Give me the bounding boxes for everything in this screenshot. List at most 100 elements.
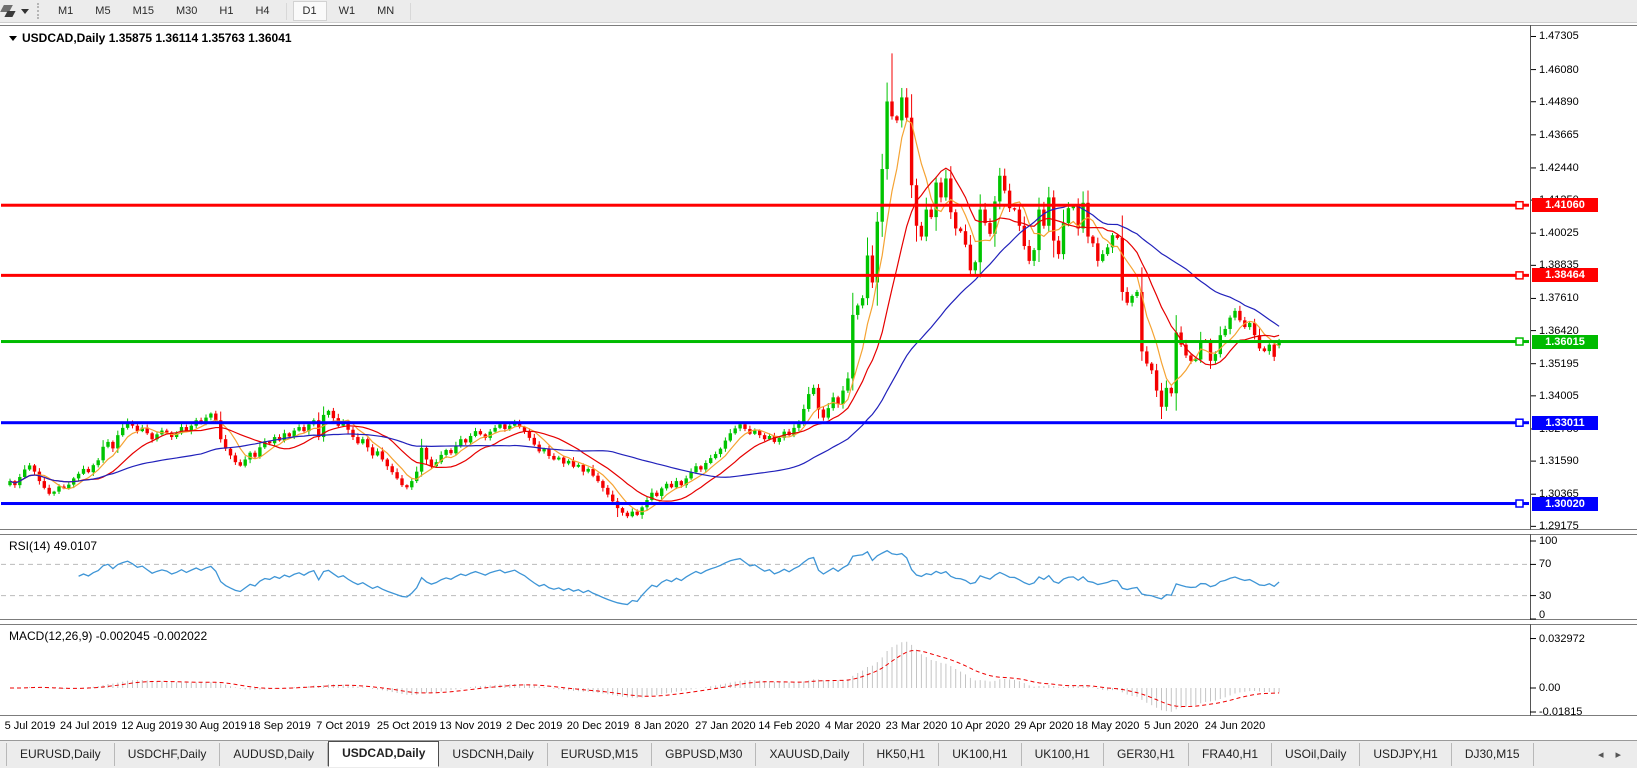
candle-body [674,481,679,488]
candle-body [557,457,561,460]
hline-1.41060[interactable] [1,203,1529,207]
chart-tab-gbpusd-m30[interactable]: GBPUSD,M30 [652,743,757,766]
candle-body [586,468,590,472]
hline-handle[interactable] [1515,418,1524,427]
rsi-tick-0: 0 [1539,609,1546,621]
chart-tab-fra40-h1[interactable]: FRA40,H1 [1189,743,1273,766]
candle-body [1115,235,1120,238]
timeframe-button-h1[interactable]: H1 [219,5,234,17]
timeframe-button-h4[interactable]: H4 [255,5,270,17]
candle-body [856,305,860,315]
candle-body [419,447,424,472]
macd-panel[interactable] [0,624,1637,716]
candle-body [1042,209,1046,226]
date-tick-27-Jan-2020: 27 Jan 2020 [695,720,756,732]
candle-body [983,209,987,224]
candle-body [836,397,840,405]
candle-body [52,491,56,494]
hline-handle[interactable] [1515,271,1524,280]
candle-body [905,97,909,118]
main-chart-panel[interactable] [0,25,1637,530]
chart-tab-usdchf-daily[interactable]: USDCHF,Daily [115,743,221,766]
candle-body [1164,387,1169,407]
chart-symbol-label: USDCAD,Daily [22,31,106,45]
chart-tab-uk100-h1[interactable]: UK100,H1 [939,743,1022,766]
hline-1.38464[interactable] [1,273,1529,277]
toolbar-grip[interactable] [37,3,39,19]
candle-body [67,484,71,489]
timeframe-button-m5[interactable]: M5 [95,5,111,17]
price-tick-1.29175: 1.29175 [1539,520,1579,533]
candle-body [370,447,375,456]
candle-body [1101,254,1105,261]
chart-tab-eurusd-daily[interactable]: EURUSD,Daily [6,743,115,766]
candle-body [1272,344,1276,357]
tabs-scroll-left-icon[interactable]: ◂ [1597,749,1604,761]
chart-tab-dj30-m15[interactable]: DJ30,M15 [1452,743,1534,766]
candle-body [444,450,448,455]
chart-tab-uk100-h1[interactable]: UK100,H1 [1022,743,1104,766]
candle-body [611,494,615,502]
chart-tab-xauusd-daily[interactable]: XAUUSD,Daily [756,743,864,766]
collapse-triangle-icon[interactable] [9,35,17,41]
chart-tab-eurusd-m15[interactable]: EURUSD,M15 [548,743,653,766]
price-tag-1.30020: 1.30020 [1532,496,1598,511]
price-tag-1.38464: 1.38464 [1532,268,1598,283]
candle-body [635,511,639,515]
chart-tab-hk50-h1[interactable]: HK50,H1 [864,743,940,766]
hline-handle[interactable] [1515,337,1524,346]
candle-body [699,466,703,470]
dropdown-caret-icon[interactable] [21,8,29,14]
date-tick-2-Dec-2019: 2 Dec 2019 [506,720,563,732]
candle-body [459,439,463,446]
candle-body [571,460,576,467]
timeframe-button-m15[interactable]: M15 [132,5,154,17]
candle-body [517,422,522,428]
candle-body [1037,209,1041,251]
hline-handle[interactable] [1515,200,1524,210]
macd-tick-0.00: 0.00 [1539,682,1561,694]
chart-ohlc-values: 1.35875 1.36114 1.35763 1.36041 [105,31,292,45]
toolbar-separator [285,2,287,20]
date-tick-4-Mar-2020: 4 Mar 2020 [824,720,881,732]
candle-body [1277,340,1281,346]
candle-body [135,425,140,432]
hline-handle[interactable] [1515,499,1524,508]
candle-body [939,182,943,198]
timeframe-button-m1[interactable]: M1 [58,5,74,17]
candle-body [875,221,879,283]
candle-body [694,466,698,473]
hline-1.33011[interactable] [1,421,1529,425]
candle-body [522,427,527,432]
timeframe-button-w1[interactable]: W1 [338,5,356,17]
candle-body [811,387,816,395]
hline-1.36015[interactable] [1,340,1529,344]
candle-body [464,439,468,443]
chart-tab-usdjpy-h1[interactable]: USDJPY,H1 [1360,743,1452,766]
candle-body [473,431,478,436]
candle-body [1130,296,1134,303]
candle-body [375,451,380,456]
candle-body [664,483,669,489]
timeframe-button-mn[interactable]: MN [377,5,395,17]
candle-body [1135,291,1139,297]
chart-tab-usdcnh-daily[interactable]: USDCNH,Daily [439,743,548,766]
rsi-tick-70: 70 [1539,558,1552,571]
date-tick-12-Aug-2019: 12 Aug 2019 [121,720,183,732]
tabs-scroll-right-icon[interactable]: ▸ [1615,749,1621,761]
timeframe-button-m30[interactable]: M30 [175,5,198,17]
timeframe-button-d1[interactable]: D1 [292,1,327,21]
chart-tab-ger30-h1[interactable]: GER30,H1 [1104,743,1189,766]
candle-body [1125,291,1129,303]
candle-body [395,472,399,479]
chart-tab-audusd-daily[interactable]: AUDUSD,Daily [220,743,329,766]
candle-body [713,454,718,459]
chart-tab-usoil-daily[interactable]: USOil,Daily [1272,743,1361,766]
price-tick-1.35195: 1.35195 [1539,357,1579,370]
candle-body [380,451,385,460]
hline-1.30020[interactable] [1,502,1529,506]
price-tick-1.31590: 1.31590 [1539,455,1579,468]
chart-tab-usdcad-daily[interactable]: USDCAD,Daily [328,741,440,767]
candle-body [650,492,654,501]
